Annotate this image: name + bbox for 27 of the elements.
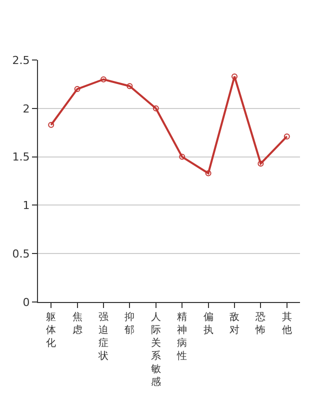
x-tick-label: 恐怖 — [254, 312, 266, 336]
point — [284, 133, 290, 140]
point — [48, 122, 54, 128]
x-tick-label: 敌对 — [230, 312, 240, 336]
point — [126, 83, 133, 90]
y-tick-label: 1 — [22, 199, 30, 212]
y-tick-label: 1.5 — [12, 150, 30, 164]
x-tick-label: 精神病性 — [176, 311, 188, 362]
x-tick-label: 强迫症状 — [98, 312, 108, 362]
point — [152, 105, 159, 112]
point — [205, 170, 212, 176]
x-tick-label: 焦虑 — [72, 311, 82, 336]
x-tick-label: 人际关系敏感 — [150, 312, 161, 388]
x-tick-label: 偏执 — [203, 311, 214, 336]
line-series — [48, 73, 290, 176]
point — [232, 73, 238, 80]
y-tick-label: 2 — [22, 102, 30, 116]
point — [179, 154, 186, 160]
x-tick-label: 其他 — [282, 311, 292, 336]
y-tick-label: 0.5 — [12, 247, 30, 260]
point — [100, 76, 106, 82]
point — [74, 86, 80, 92]
y-tick-label: 0 — [22, 296, 30, 309]
y-tick-label: 2.5 — [12, 54, 30, 67]
x-tick-label: 抑郁 — [124, 311, 135, 336]
x-tick-label: 躯体化 — [46, 312, 56, 349]
point — [258, 160, 264, 167]
